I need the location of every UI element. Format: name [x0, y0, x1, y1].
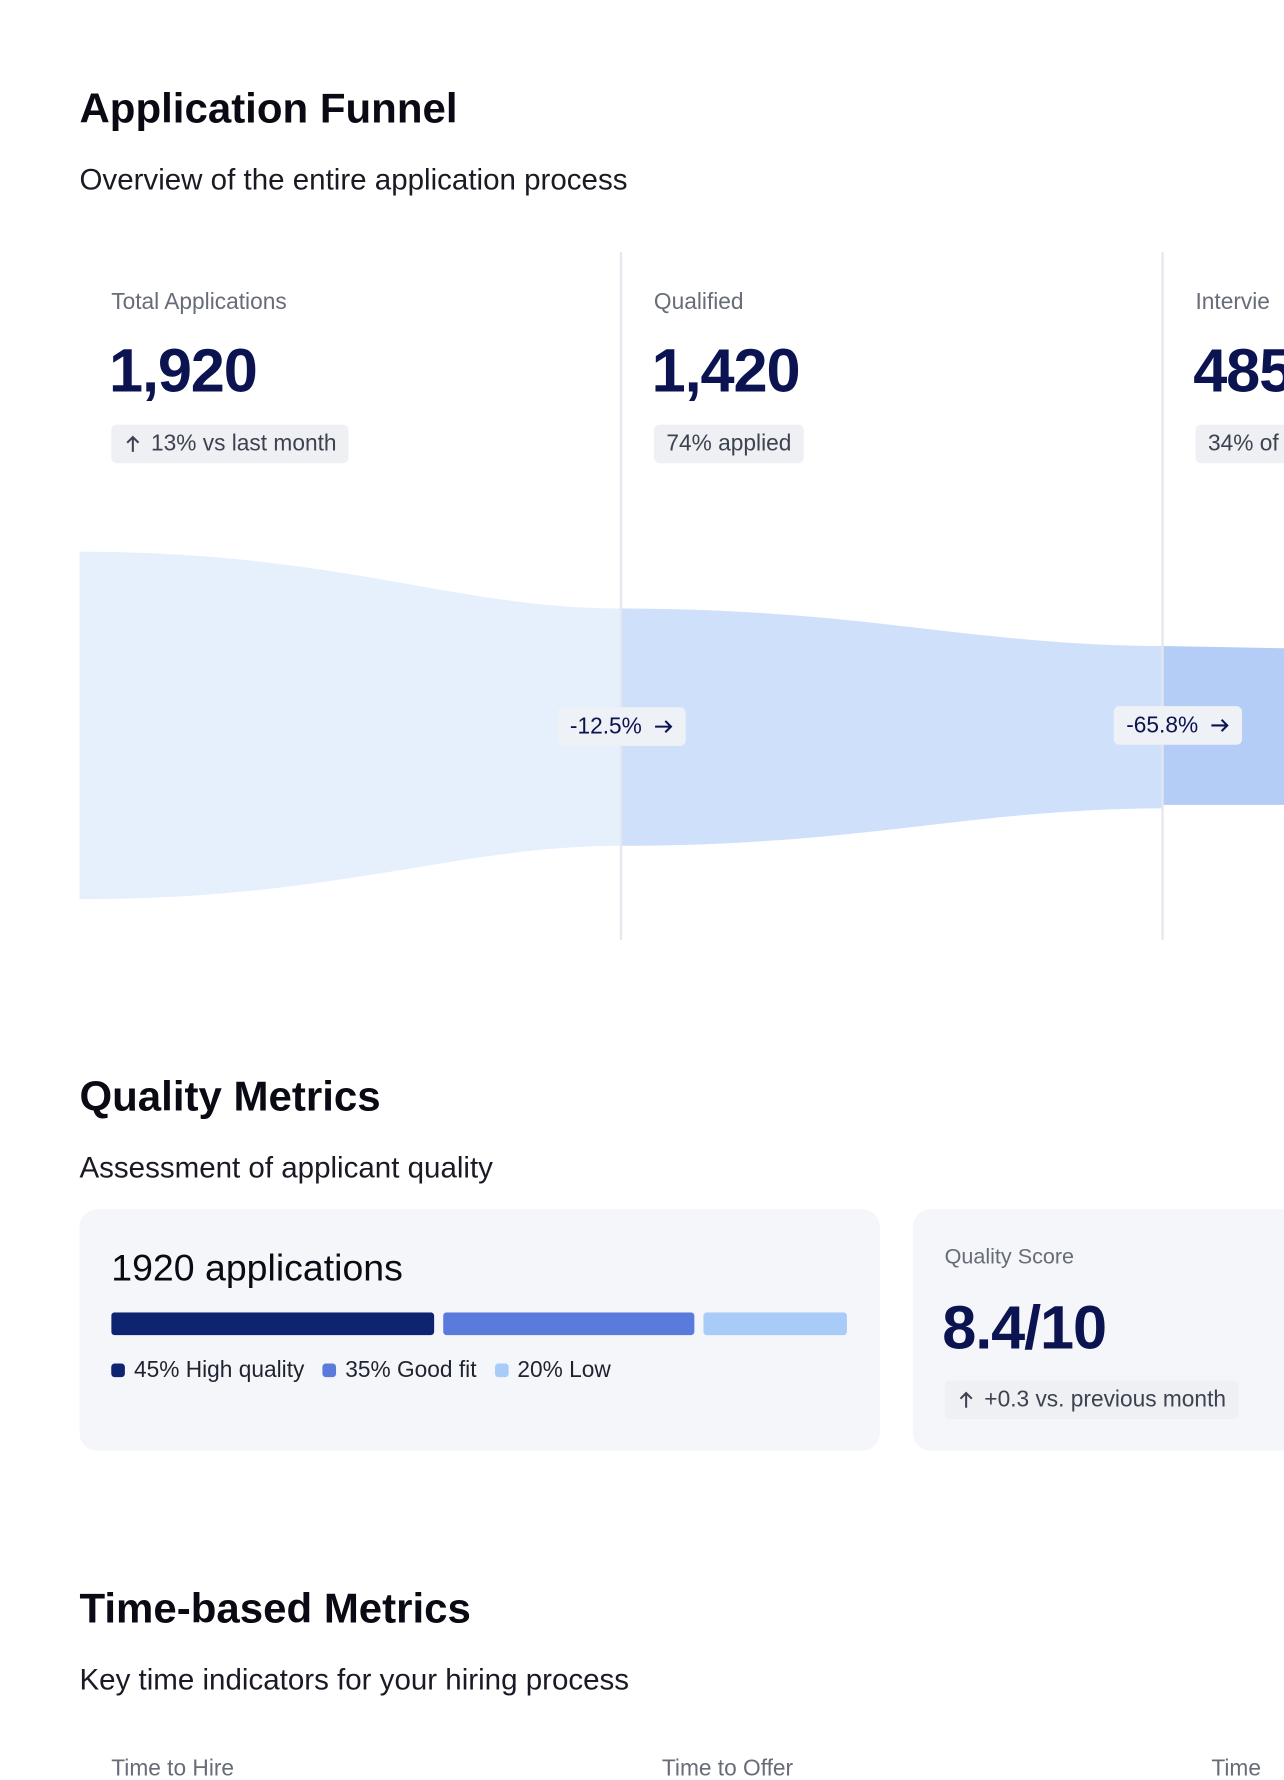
legend-swatch	[111, 1363, 125, 1378]
metric-label: Time to Hire	[111, 1756, 235, 1780]
legend-item: 20% Low	[494, 1357, 611, 1384]
badge-text: 34% of	[1207, 431, 1279, 457]
badge-text: +0.3 vs. previous month	[984, 1387, 1226, 1413]
legend-item: 45% High quality	[111, 1357, 304, 1384]
stage-badge: 34% of	[1195, 424, 1284, 464]
legend-label: 35% Good fit	[345, 1357, 477, 1383]
metric-label: Time to Offer	[661, 1756, 794, 1780]
bar-segment	[703, 1312, 847, 1336]
funnel-stage-shape	[79, 551, 622, 900]
legend-item: 35% Good fit	[322, 1357, 477, 1384]
drop-badge: -65.8%	[1113, 706, 1243, 745]
bar-segment	[443, 1312, 695, 1336]
arrow-up-icon	[126, 435, 140, 452]
drop-text: -65.8%	[1126, 712, 1199, 738]
arrow-right-icon	[1211, 719, 1230, 732]
stage-badge: 74% applied	[653, 424, 804, 464]
drop-text: -12.5%	[569, 714, 642, 740]
card-title: 1920 applications	[111, 1246, 403, 1289]
stage-label: Qualified	[653, 289, 744, 315]
legend-label: 45% High quality	[133, 1357, 305, 1383]
section-title: Quality Metrics	[79, 1072, 381, 1120]
stage-label: Total Applications	[111, 289, 287, 315]
section-subtitle: Assessment of applicant quality	[79, 1150, 493, 1185]
stage-value: 1,920	[108, 337, 258, 406]
score-label: Quality Score	[944, 1245, 1075, 1270]
stage-badge: 13% vs last month	[111, 424, 350, 464]
badge-text: 13% vs last month	[150, 431, 337, 457]
badge-text: 74% applied	[666, 431, 792, 457]
legend-swatch	[322, 1363, 337, 1378]
stage-label: Intervie	[1195, 289, 1270, 315]
drop-badge: -12.5%	[557, 707, 687, 746]
section-title: Time-based Metrics	[79, 1584, 471, 1632]
funnel-stage-shape	[621, 608, 1163, 846]
arrow-right-icon	[655, 720, 673, 733]
stage-value: 1,420	[651, 337, 801, 406]
stage-value: 485	[1193, 337, 1284, 406]
section-subtitle: Key time indicators for your hiring proc…	[79, 1662, 630, 1697]
score-badge: +0.3 vs. previous month	[944, 1380, 1239, 1420]
section-subtitle: Overview of the entire application proce…	[79, 162, 628, 197]
score-value: 8.4/10	[942, 1294, 1107, 1363]
legend-label: 20% Low	[517, 1357, 611, 1383]
quality-bar	[111, 1312, 847, 1336]
legend: 45% High quality 35% Good fit 20% Low	[111, 1357, 611, 1384]
section-title: Application Funnel	[79, 85, 458, 132]
metric-label: Time	[1211, 1756, 1261, 1780]
arrow-up-icon	[959, 1391, 973, 1408]
funnel-graphic	[79, 252, 1284, 941]
bar-segment	[111, 1312, 435, 1336]
legend-swatch	[494, 1363, 509, 1378]
